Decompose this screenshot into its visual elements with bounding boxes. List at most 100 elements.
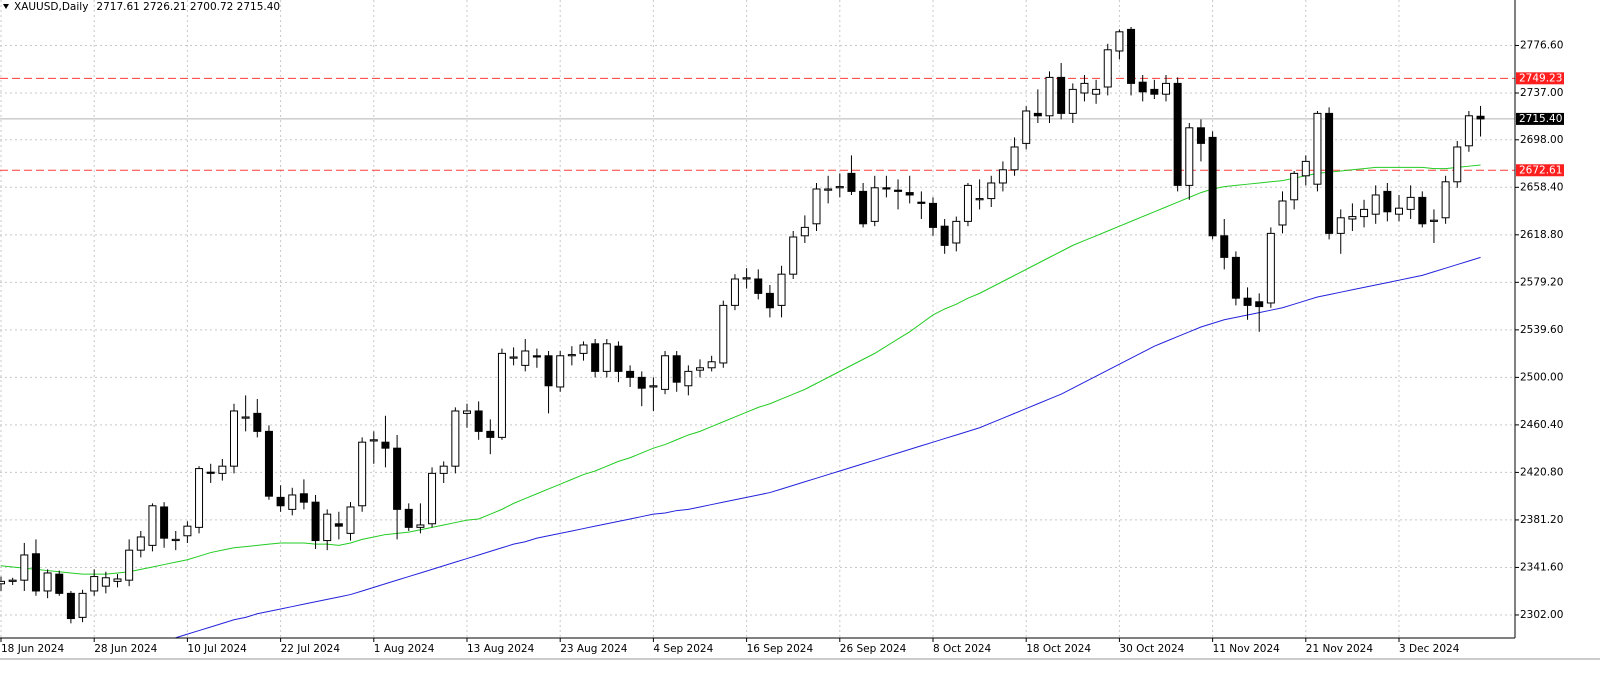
candle-body — [1383, 190, 1392, 213]
candle-body — [1103, 49, 1112, 88]
candle-body — [870, 187, 879, 222]
y-tick-label: 2618.80 — [1520, 229, 1563, 241]
candle-body — [20, 554, 29, 581]
y-tick-label: 2420.80 — [1520, 466, 1563, 478]
candle-body — [1441, 181, 1450, 219]
chart-title: XAUUSD,Daily — [14, 1, 88, 13]
candle-body — [1290, 172, 1299, 201]
candle-body — [113, 578, 122, 582]
y-tick-label: 2500.00 — [1520, 371, 1563, 383]
candle-body — [276, 496, 285, 507]
candle-body — [206, 471, 215, 474]
candle-body — [264, 430, 273, 497]
price-tag-label: 2672.61 — [1519, 164, 1562, 176]
candle-body — [789, 236, 798, 275]
x-tick-label: 11 Nov 2024 — [1213, 643, 1281, 655]
x-tick-label: 28 Jun 2024 — [94, 643, 157, 655]
price-tag-label: 2715.40 — [1519, 113, 1562, 125]
x-tick-label: 21 Nov 2024 — [1306, 643, 1374, 655]
candle-body — [532, 355, 541, 358]
candle-body — [369, 439, 378, 442]
candle-body — [416, 524, 425, 528]
candle-body — [987, 182, 996, 200]
candle-body — [486, 430, 495, 438]
y-tick-label: 2381.20 — [1520, 514, 1563, 526]
candle-body — [672, 355, 681, 383]
candle-body — [940, 225, 949, 246]
candle-body — [334, 523, 343, 527]
candle-body — [148, 505, 157, 546]
candle-body — [661, 355, 670, 390]
x-tick-label: 13 Aug 2024 — [467, 643, 535, 655]
candle-body — [253, 412, 262, 432]
candle-body — [707, 361, 716, 369]
candle-body — [684, 370, 693, 387]
candle-body — [742, 277, 751, 280]
candle-body — [1138, 81, 1147, 93]
candle-body — [1185, 127, 1194, 186]
candle-body — [800, 226, 809, 237]
x-tick-label: 22 Jul 2024 — [281, 643, 341, 655]
candle-body — [952, 220, 961, 244]
candle-body — [101, 577, 110, 587]
candle-body — [1313, 112, 1322, 185]
candle-body — [125, 549, 134, 581]
candle-body — [55, 573, 64, 594]
candle-body — [171, 538, 180, 542]
candle-body — [1010, 146, 1019, 171]
candle-body — [777, 273, 786, 306]
candle-body — [1371, 194, 1380, 215]
candle-body — [1150, 88, 1159, 95]
candle-body — [1255, 301, 1264, 308]
candle-body — [183, 525, 192, 537]
candle-body — [521, 350, 530, 366]
candle-body — [299, 493, 308, 503]
chart-header: XAUUSD,Daily 2717.61 2726.21 2700.72 2715… — [14, 1, 280, 13]
candle-body — [78, 592, 87, 618]
x-tick-label: 1 Aug 2024 — [374, 643, 435, 655]
price-tag — [1516, 72, 1564, 85]
y-tick-label: 2658.40 — [1520, 181, 1563, 193]
y-tick-label: 2460.40 — [1520, 419, 1563, 431]
candle-body — [509, 356, 518, 359]
candle-body — [218, 465, 227, 474]
candle-body — [1464, 115, 1473, 147]
candle-body — [1208, 136, 1217, 237]
candle-body — [1022, 110, 1031, 144]
candle-body — [905, 192, 914, 196]
candle-body — [567, 354, 576, 357]
y-tick-label: 2579.20 — [1520, 276, 1563, 288]
candle-body — [544, 355, 553, 387]
candle-body — [43, 572, 52, 592]
candle-body — [1231, 256, 1240, 299]
candle-body — [31, 553, 40, 592]
y-tick-label: 2737.00 — [1520, 87, 1563, 99]
candle-body — [579, 344, 588, 354]
candle-body — [556, 355, 565, 388]
candle-body — [719, 304, 728, 364]
x-tick-label: 16 Sep 2024 — [747, 643, 814, 655]
candle-body — [1243, 297, 1252, 306]
candle-body — [160, 506, 169, 539]
x-tick-label: 30 Oct 2024 — [1119, 643, 1184, 655]
price-tag-label: 2749.23 — [1519, 72, 1562, 84]
x-tick-label: 3 Dec 2024 — [1399, 643, 1460, 655]
candle-body — [8, 579, 17, 582]
candle-body — [1406, 196, 1415, 210]
candle-body — [393, 447, 402, 510]
x-tick-label: 18 Jun 2024 — [1, 643, 64, 655]
x-tick-label: 23 Aug 2024 — [560, 643, 628, 655]
x-tick-label: 18 Oct 2024 — [1026, 643, 1091, 655]
candle-body — [241, 416, 250, 419]
candle-body — [765, 292, 774, 309]
candle-body — [696, 367, 704, 371]
candle-body — [1301, 160, 1310, 177]
candle-body — [323, 513, 332, 542]
y-tick-label: 2776.60 — [1520, 39, 1563, 51]
candle-body — [311, 501, 320, 542]
candle-body — [358, 441, 367, 507]
candle-body — [859, 190, 868, 225]
candle-body — [882, 187, 891, 190]
price-tag — [1516, 112, 1564, 125]
